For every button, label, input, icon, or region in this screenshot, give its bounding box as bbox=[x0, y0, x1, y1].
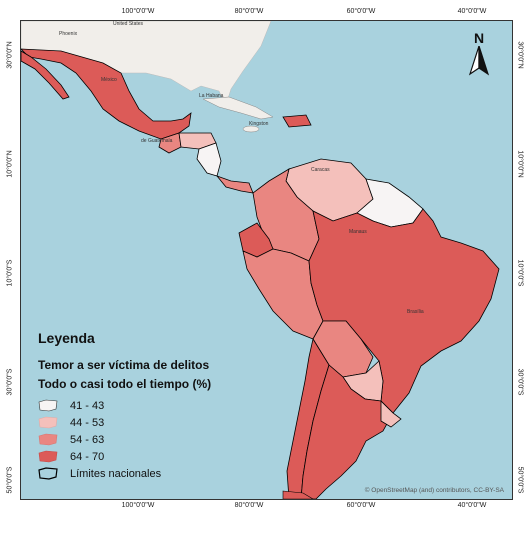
label-brasilia: Brasília bbox=[407, 309, 424, 315]
legend-swatch-44-53 bbox=[38, 416, 58, 429]
legend-title: Leyenda bbox=[38, 330, 95, 346]
country-mexico bbox=[21, 48, 192, 140]
legend-swatch-64-70 bbox=[38, 450, 58, 463]
tick-left-50s: 50°0'0"S bbox=[6, 466, 14, 494]
legend-item: 54 - 63 bbox=[38, 431, 278, 448]
label-la-habana: La Habana bbox=[199, 93, 224, 99]
legend-item: Límites nacionales bbox=[38, 465, 278, 482]
label-mexico: México bbox=[101, 77, 117, 83]
legend-item: 64 - 70 bbox=[38, 448, 278, 465]
country-dominican-republic bbox=[282, 114, 312, 128]
tick-right-30s: 30°0'0"S bbox=[516, 368, 524, 396]
north-arrow-icon bbox=[468, 45, 490, 76]
legend-label: 41 - 43 bbox=[70, 399, 105, 412]
island-tierra-del-fuego bbox=[282, 490, 314, 499]
legend-border-label: Límites nacionales bbox=[70, 467, 162, 480]
map-canvas bbox=[21, 21, 512, 499]
legend-subtitle-1: Temor a ser víctima de delitos bbox=[38, 358, 210, 372]
island-jamaica bbox=[242, 125, 260, 133]
tick-right-50s: 50°0'0"S bbox=[516, 466, 524, 494]
legend: Leyenda Temor a ser víctima de delitos T… bbox=[38, 330, 278, 482]
tick-left-30s: 30°0'0"S bbox=[6, 368, 14, 396]
north-letter: N bbox=[473, 30, 485, 46]
tick-right-30n: 30°0'0"N bbox=[516, 41, 524, 69]
tick-bottom-60w: 60°0'0"W bbox=[346, 502, 376, 509]
label-guatemala: de Guatemala bbox=[141, 138, 173, 144]
attribution: © OpenStreetMap (and) contributors, CC-B… bbox=[364, 487, 504, 494]
legend-label: 54 - 63 bbox=[70, 433, 105, 446]
country-mexico-baja bbox=[21, 50, 70, 100]
tick-left-10s: 10°0'0"S bbox=[6, 259, 14, 287]
label-phoenix: Phoenix bbox=[59, 31, 78, 37]
label-united-states: United States bbox=[113, 21, 144, 27]
label-caracas: Caracas bbox=[311, 167, 330, 173]
country-cuba bbox=[202, 96, 274, 120]
north-arrow: N bbox=[467, 30, 491, 81]
legend-subtitle-2: Todo o casi todo el tiempo (%) bbox=[38, 377, 212, 391]
legend-swatch-54-63 bbox=[38, 433, 58, 446]
tick-top-60w: 60°0'0"W bbox=[346, 8, 376, 15]
legend-swatch-41-43 bbox=[38, 399, 58, 412]
label-manaus: Manaus bbox=[349, 229, 367, 235]
tick-left-30n: 30°0'0"N bbox=[6, 41, 14, 69]
tick-right-10n: 10°0'0"N bbox=[516, 150, 524, 178]
country-guatemala bbox=[158, 132, 182, 154]
label-kingston: Kingston bbox=[249, 121, 269, 127]
country-argentina bbox=[300, 364, 394, 499]
legend-item: 41 - 43 bbox=[38, 397, 278, 414]
tick-right-10s: 10°0'0"S bbox=[516, 259, 524, 287]
map-frame: United States Phoenix México La Habana K… bbox=[20, 20, 513, 500]
legend-label: 64 - 70 bbox=[70, 450, 105, 463]
tick-bottom-100w: 100°0'0"W bbox=[121, 502, 155, 509]
tick-top-40w: 40°0'0"W bbox=[457, 8, 487, 15]
country-uruguay bbox=[380, 400, 402, 428]
tick-top-80w: 80°0'0"W bbox=[234, 8, 264, 15]
tick-bottom-40w: 40°0'0"W bbox=[457, 502, 487, 509]
tick-top-100w: 100°0'0"W bbox=[121, 8, 155, 15]
tick-left-10n: 10°0'0"N bbox=[6, 150, 14, 178]
legend-swatch-borders bbox=[38, 467, 58, 480]
legend-label: 44 - 53 bbox=[70, 416, 105, 429]
country-brazil bbox=[308, 208, 500, 414]
legend-item: 44 - 53 bbox=[38, 414, 278, 431]
tick-bottom-80w: 80°0'0"W bbox=[234, 502, 264, 509]
